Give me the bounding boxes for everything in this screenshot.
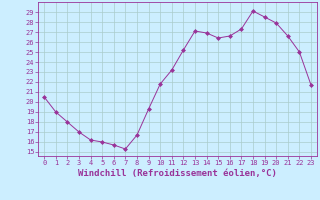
- X-axis label: Windchill (Refroidissement éolien,°C): Windchill (Refroidissement éolien,°C): [78, 169, 277, 178]
